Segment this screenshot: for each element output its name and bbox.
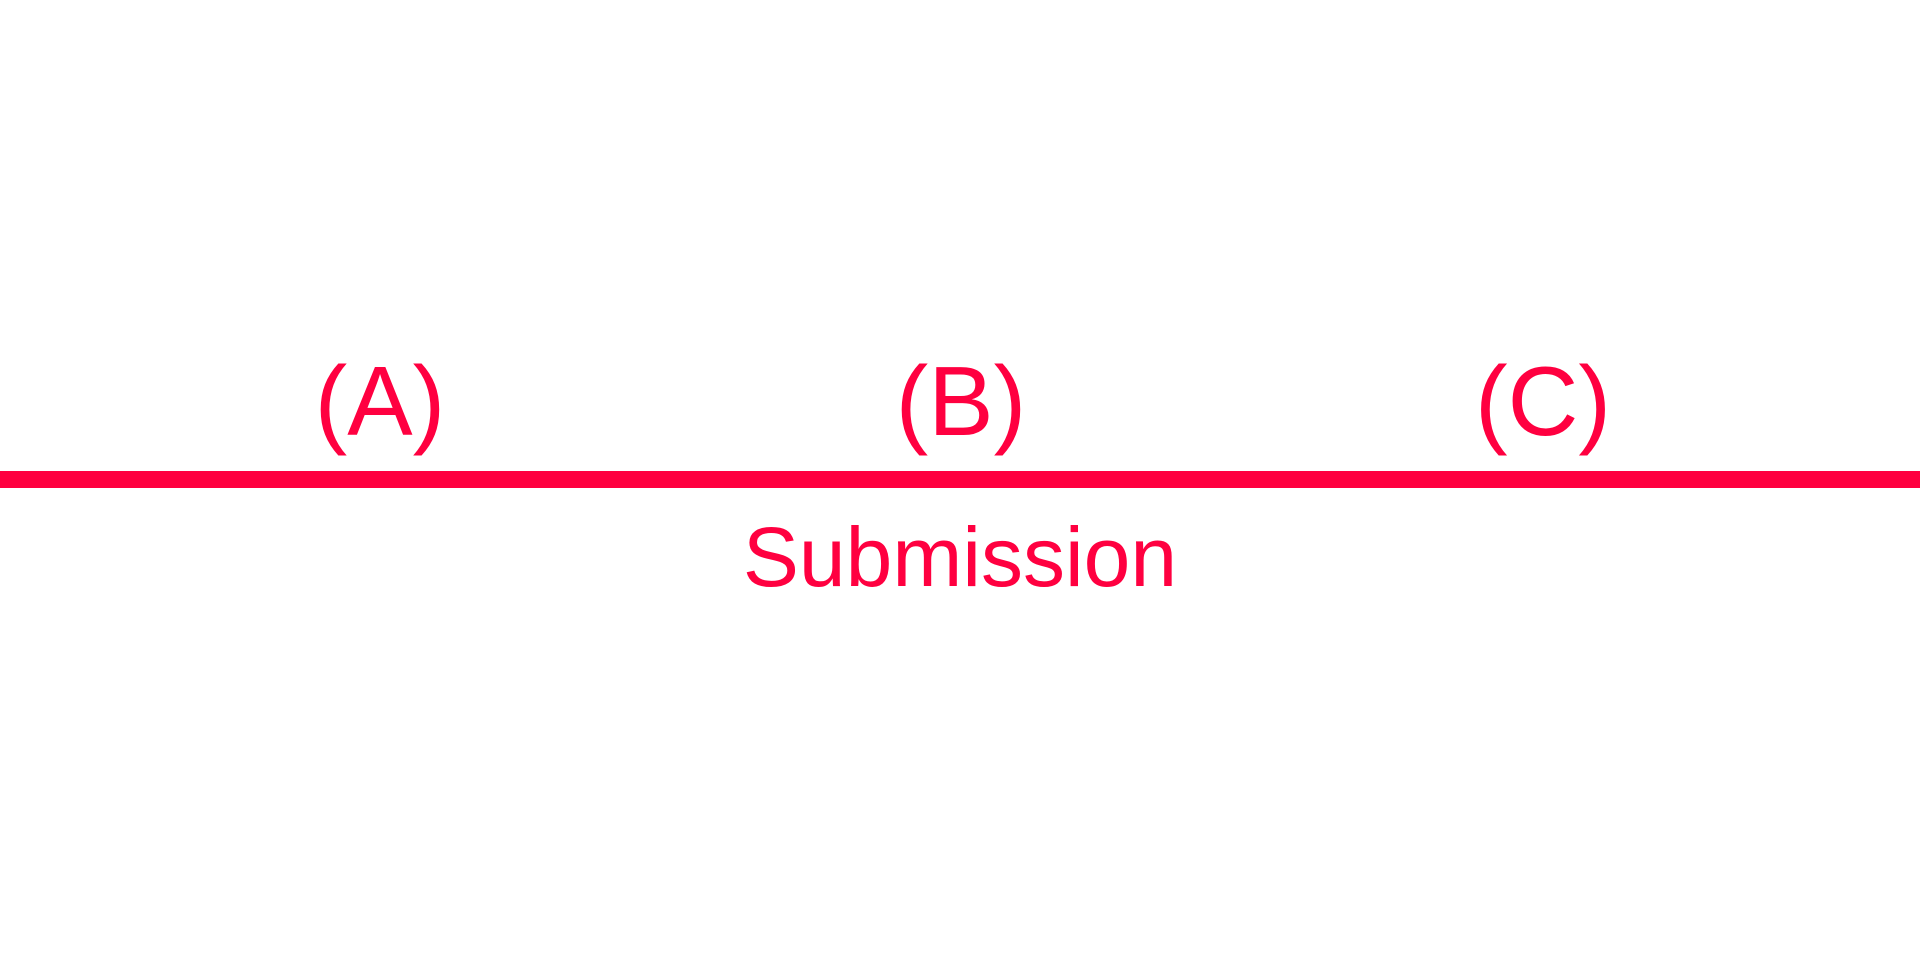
option-label-a: (A) bbox=[314, 346, 446, 456]
horizontal-divider-line bbox=[0, 471, 1920, 488]
submission-caption: Submission bbox=[742, 510, 1178, 604]
option-label-b: (B) bbox=[895, 346, 1027, 456]
option-label-c: (C) bbox=[1474, 346, 1612, 456]
